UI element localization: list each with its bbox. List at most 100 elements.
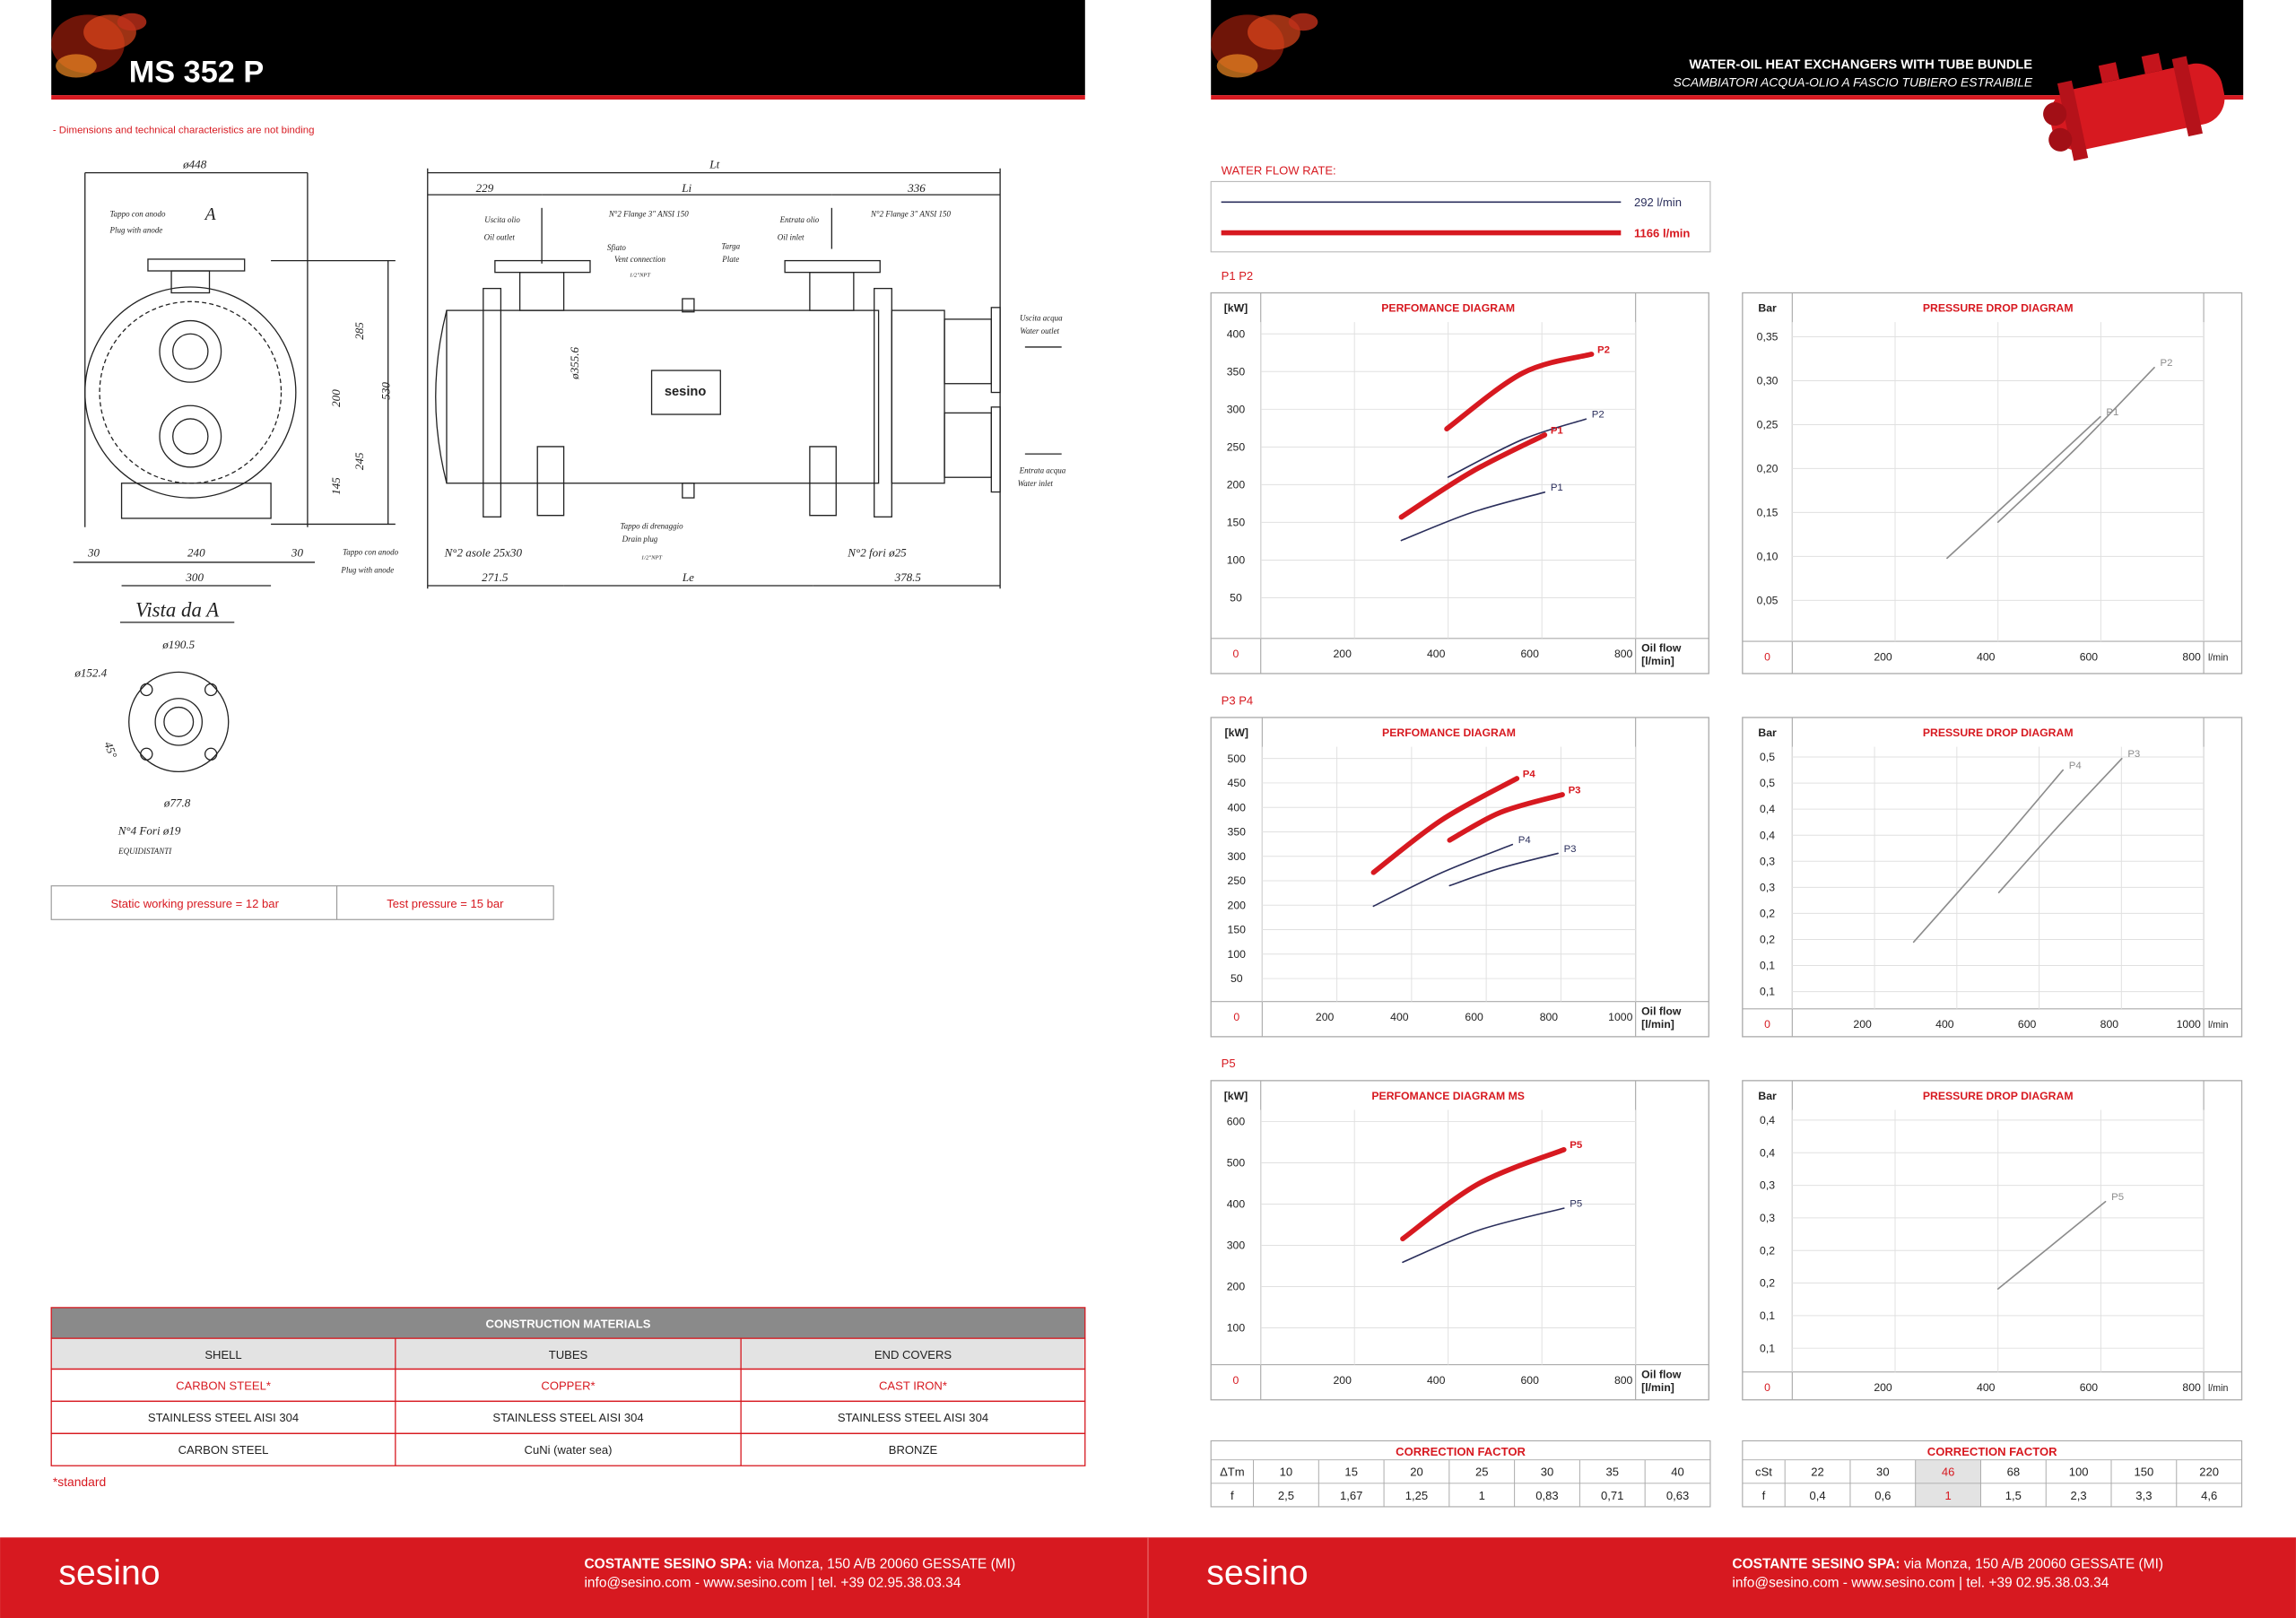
- table-cell: CAST IRON*: [879, 1379, 947, 1392]
- table-cell: 1: [1944, 1489, 1951, 1502]
- y-tick-label: 0,3: [1760, 1179, 1775, 1192]
- dim-label: Sfiato: [607, 243, 626, 252]
- y-tick-label: 150: [1227, 517, 1246, 529]
- x-tick-label: 400: [1977, 1381, 1996, 1394]
- y-tick-label: 450: [1228, 777, 1247, 789]
- dim-label: Targa: [721, 242, 740, 251]
- y-tick-label: 50: [1230, 592, 1242, 605]
- dim-label: 240: [187, 545, 205, 559]
- y-tick-label: 350: [1228, 826, 1247, 839]
- table-cell: f: [1231, 1489, 1234, 1502]
- dim-label: Uscita acqua: [1020, 314, 1063, 323]
- x-tick-label: 1000: [1608, 1011, 1632, 1023]
- y-tick-label: 200: [1228, 899, 1247, 911]
- table-cell: cSt: [1755, 1466, 1772, 1479]
- y-tick-label: 100: [1228, 948, 1247, 961]
- y-tick-label: 500: [1227, 1157, 1246, 1170]
- x-tick-label: 200: [1334, 648, 1352, 660]
- curve-label: P4: [1523, 769, 1536, 779]
- y-tick-label: 0,30: [1757, 375, 1779, 387]
- dim-label: 200: [329, 389, 343, 407]
- table-cell: 2,5: [1278, 1489, 1294, 1502]
- footer-logo: sesino: [58, 1553, 160, 1592]
- x-tick-label: 800: [2100, 1018, 2119, 1031]
- table-cell: STAINLESS STEEL AISI 304: [492, 1411, 643, 1424]
- x-axis-unit: [l/min]: [1641, 655, 1674, 667]
- table-cell: 10: [1280, 1466, 1293, 1479]
- chart-title: PERFOMANCE DIAGRAM MS: [1371, 1090, 1525, 1102]
- table-frame: [1742, 1440, 2243, 1508]
- curve-label: P2: [1592, 410, 1605, 421]
- x-tick-label: 400: [1390, 1011, 1409, 1023]
- x-tick-label: 800: [1614, 1374, 1633, 1387]
- curve-label: P4: [1518, 835, 1532, 846]
- curve: [1448, 852, 1559, 887]
- curve: [1946, 415, 2101, 560]
- curve-label: P1: [1551, 483, 1563, 493]
- chart-title: PRESSURE DROP DIAGRAM: [1923, 302, 2074, 315]
- x-tick-label: 400: [1427, 1374, 1446, 1387]
- dim-label: 245: [352, 452, 366, 470]
- header-subtitle: SCAMBIATORI ACQUA-OLIO A FASCIO TUBIERO …: [1674, 74, 2033, 89]
- y-tick-label: 250: [1227, 440, 1246, 453]
- y-tick-label: 0,1: [1760, 986, 1775, 998]
- curve: [1996, 366, 2155, 523]
- curve-label: P4: [2069, 761, 2083, 771]
- y-tick-label: 500: [1228, 752, 1247, 765]
- dim-label: 1/2"NPT: [630, 273, 651, 279]
- footer-address: COSTANTE SESINO SPA: via Monza, 150 A/B …: [584, 1556, 1015, 1571]
- y-tick-label: 0,2: [1760, 934, 1775, 946]
- y-tick-label: 600: [1227, 1116, 1246, 1128]
- curve: [1398, 432, 1548, 520]
- dim-label: Entrata olio: [779, 215, 820, 224]
- dim-label: 300: [185, 570, 204, 584]
- y-tick-label: 0,2: [1760, 1277, 1775, 1290]
- chart-title: PRESSURE DROP DIAGRAM: [1923, 726, 2074, 739]
- x-axis-unit: [l/min]: [1641, 1018, 1674, 1031]
- curve: [1447, 418, 1587, 478]
- table-cell: 220: [2199, 1466, 2219, 1479]
- pressure-box: [50, 885, 554, 920]
- table-cell: 0,71: [1601, 1489, 1623, 1502]
- table-header: END COVERS: [874, 1348, 952, 1361]
- curve-label: P3: [1564, 844, 1577, 855]
- x-tick-label: 800: [1540, 1011, 1559, 1023]
- dim-label: Plug with anode: [109, 226, 163, 235]
- y-tick-label: 0,1: [1760, 1342, 1775, 1354]
- dim-label: Vent connection: [614, 255, 666, 264]
- dim-label: Le: [682, 570, 694, 584]
- chart-title: PRESSURE DROP DIAGRAM: [1923, 1090, 2074, 1102]
- y-tick-label: 0,05: [1757, 594, 1779, 606]
- curve: [1447, 792, 1565, 843]
- header-title: WATER-OIL HEAT EXCHANGERS WITH TUBE BUND…: [1689, 58, 2032, 73]
- table-cell: COPPER*: [541, 1379, 595, 1392]
- curve-label: P5: [1570, 1140, 1583, 1151]
- water-flow-label: WATER FLOW RATE:: [1222, 163, 1336, 177]
- table-cell: STAINLESS STEEL AISI 304: [148, 1411, 299, 1424]
- dim-label: N°2 Flange 3" ANSI 150: [608, 210, 689, 219]
- table-cell: 25: [1475, 1466, 1489, 1479]
- table-cell: f: [1762, 1489, 1766, 1502]
- materials-table: CONSTRUCTION MATERIALS SHELL TUBES END COVE…: [50, 1307, 1086, 1466]
- y-tick-label: 150: [1228, 924, 1247, 936]
- footer-band: [1148, 1537, 2296, 1618]
- table-cell: ΔTm: [1220, 1466, 1245, 1479]
- x-axis-unit: [l/min]: [1641, 1381, 1674, 1394]
- y-axis-label: Bar: [1758, 726, 1777, 739]
- curve: [1997, 757, 2123, 893]
- dim-label: EQUIDISTANTI: [117, 847, 172, 856]
- y-tick-label: 0,5: [1760, 751, 1775, 763]
- header-rule: [51, 95, 1085, 100]
- table-cell: 0,83: [1535, 1489, 1558, 1502]
- table-cell: 35: [1606, 1466, 1620, 1479]
- table-cell: 40: [1671, 1466, 1684, 1479]
- dim-label: Entrata acqua: [1019, 465, 1066, 474]
- chart-frame: [1210, 1080, 1709, 1401]
- chart-frame: [1742, 717, 2243, 1038]
- flames: [1211, 13, 1318, 78]
- x-tick-label: 800: [2182, 650, 2201, 663]
- curve-label: P5: [2111, 1192, 2124, 1203]
- dim-label: Lt: [709, 158, 719, 171]
- dim-label: 30: [87, 545, 100, 559]
